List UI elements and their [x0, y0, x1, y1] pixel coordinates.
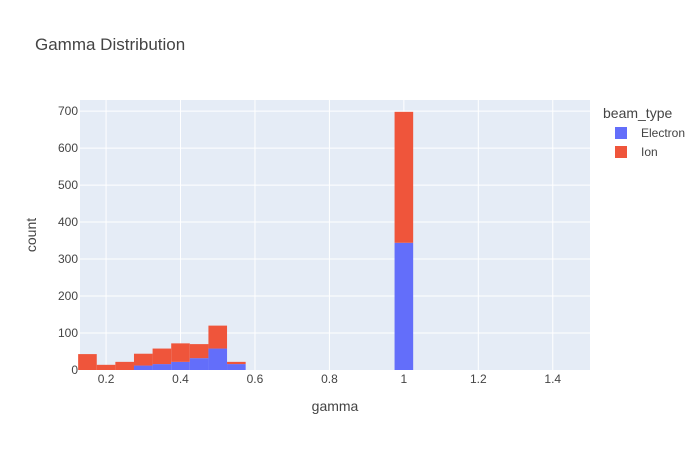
bar-ion-0.55[interactable] — [227, 361, 246, 365]
bar-ion-0.35[interactable] — [152, 348, 172, 365]
x-tick-label: 0.2 — [98, 372, 115, 386]
legend-item-ion[interactable]: Ion — [615, 145, 658, 159]
bar-electron-0.4[interactable] — [171, 361, 190, 370]
bar-electron-0.55[interactable] — [227, 364, 246, 370]
y-tick-label: 0 — [71, 363, 78, 377]
bar-electron-0.35[interactable] — [152, 364, 172, 370]
y-tick-label: 700 — [58, 104, 78, 118]
y-tick-label: 500 — [58, 178, 78, 192]
bar-ion-0.3[interactable] — [133, 353, 153, 366]
legend-label-electron: Electron — [641, 126, 685, 140]
bar-ion-0.15[interactable] — [78, 354, 97, 370]
legend-title: beam_type — [603, 105, 672, 121]
x-tick-label: 1 — [401, 372, 408, 386]
bar-ion-0.45[interactable] — [189, 344, 209, 359]
legend-item-electron[interactable]: Electron — [615, 126, 685, 140]
bar-ion-0.4[interactable] — [171, 343, 190, 362]
bar-ion-0.25[interactable] — [115, 361, 134, 370]
x-tick-label: 0.4 — [172, 372, 189, 386]
x-axis-title: gamma — [312, 398, 359, 414]
x-tick-label: 1.4 — [544, 372, 561, 386]
legend-swatch-electron — [615, 127, 627, 139]
y-axis-title: count — [23, 218, 39, 252]
legend-swatch-ion — [615, 146, 627, 158]
y-tick-label: 400 — [58, 215, 78, 229]
bar-ion-0.5[interactable] — [208, 325, 228, 349]
bar-ion-0.2[interactable] — [96, 364, 116, 370]
bar-electron-0.45[interactable] — [189, 358, 209, 370]
bar-electron-0.3[interactable] — [133, 365, 153, 370]
bar-ion-1[interactable] — [394, 111, 414, 243]
y-tick-label: 200 — [58, 289, 78, 303]
bar-electron-0.5[interactable] — [208, 348, 228, 370]
plot-background — [80, 100, 590, 370]
x-axis-ticks: 0.2 0.4 0.6 0.8 1 1.2 1.4 — [98, 372, 562, 386]
bar-electron-1[interactable] — [394, 242, 414, 370]
y-tick-label: 300 — [58, 252, 78, 266]
y-tick-label: 600 — [58, 141, 78, 155]
x-tick-label: 0.6 — [247, 372, 264, 386]
bars — [78, 111, 414, 370]
x-tick-label: 1.2 — [470, 372, 487, 386]
legend: beam_type Electron Ion — [603, 105, 685, 159]
x-tick-label: 0.8 — [321, 372, 338, 386]
legend-label-ion: Ion — [641, 145, 658, 159]
y-tick-label: 100 — [58, 326, 78, 340]
chart-title: Gamma Distribution — [35, 35, 185, 54]
grid — [80, 100, 590, 370]
y-axis-ticks: 0 100 200 300 400 500 600 700 — [58, 104, 78, 377]
